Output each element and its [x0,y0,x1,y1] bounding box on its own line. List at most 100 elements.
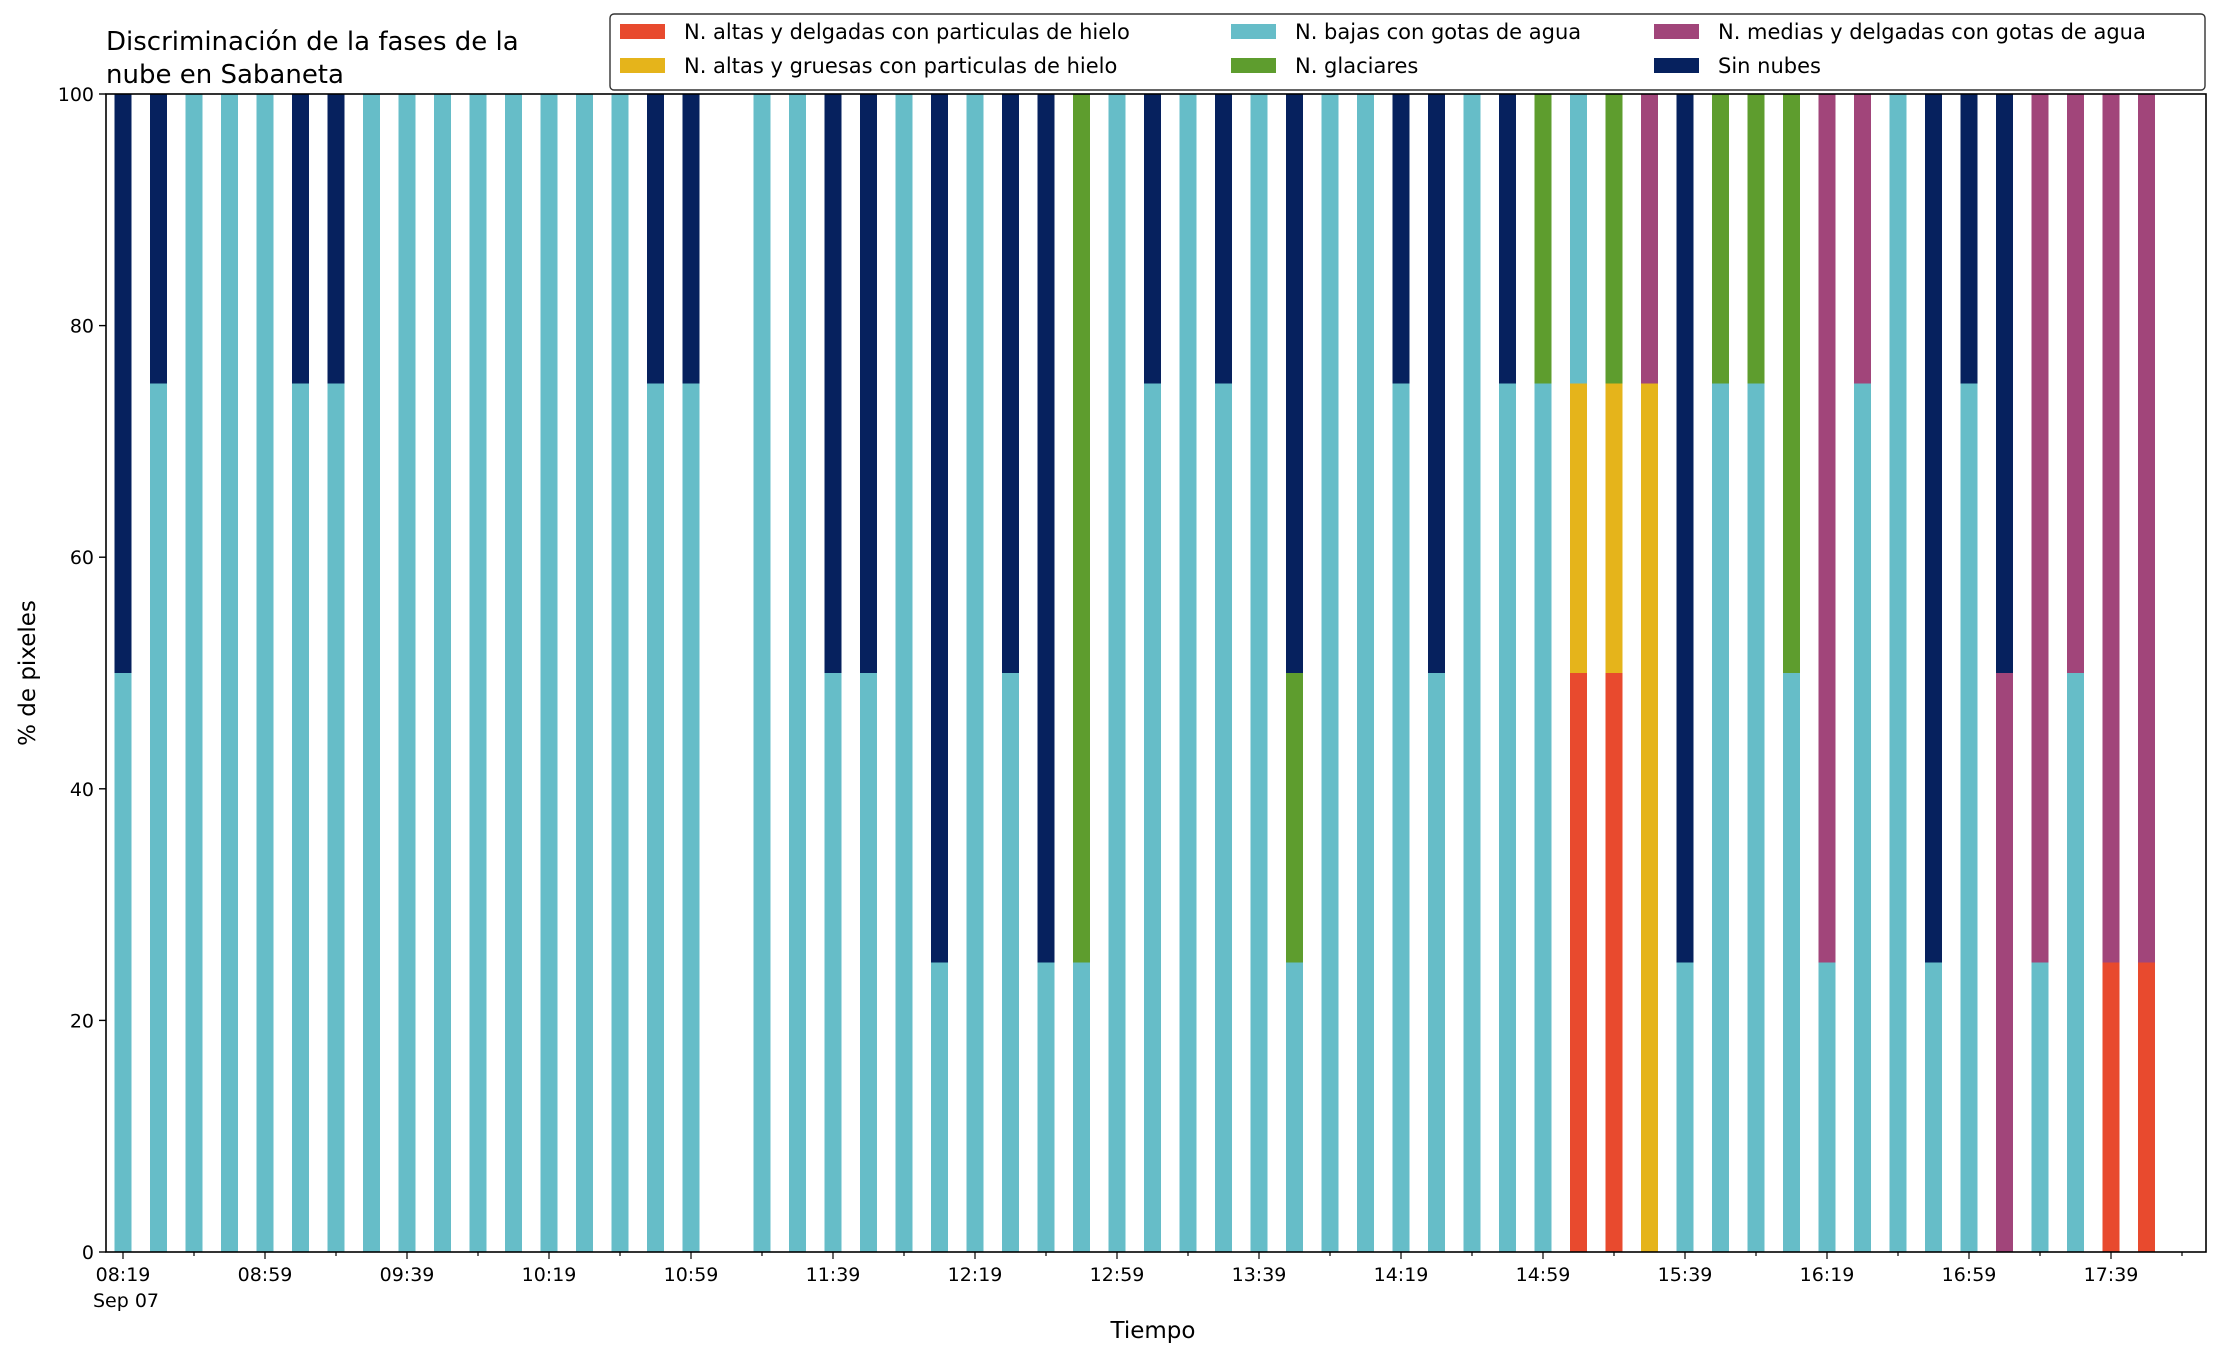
bar-segment-09:19-s2 [327,383,345,1252]
x-tick-label: 10:59 [664,1264,719,1286]
bar-segment-08:29-s5 [150,94,167,384]
y-tick-label: 20 [70,1010,94,1032]
x-tick-label: 13:39 [1232,1264,1287,1286]
bar-segment-17:29-s2 [2067,673,2084,1252]
x-tick-label: 15:39 [1658,1264,1713,1286]
bar-segment-08:59-s2 [256,94,274,1252]
bar-segment-08:39-s2 [185,94,203,1252]
bar-segment-13:49-s2 [1286,962,1303,1252]
bar-segment-16:29-s2 [1854,383,1871,1252]
bar-segment-15:09-s2 [1570,94,1587,384]
bar-segment-14:09-s2 [1357,94,1374,1252]
bar-segment-15:29-s4 [1641,94,1658,384]
legend-label: Sin nubes [1718,54,1821,78]
bar-segment-15:19-s1 [1605,383,1623,673]
bar-segment-13:49-s3 [1286,673,1303,963]
bar-segment-17:19-s2 [2031,962,2049,1252]
bar-segment-16:39-s2 [1889,94,1907,1252]
legend-swatch [1231,24,1276,39]
bar-segment-11:29-s2 [789,94,806,1252]
bar-segment-15:59-s2 [1747,383,1765,1252]
bar-segment-10:59-s5 [682,94,700,384]
bar-segment-16:59-s5 [1960,94,1978,384]
bar-segment-10:59-s2 [682,383,700,1252]
bar-segment-11:59-s2 [895,94,913,1252]
y-tick-label: 80 [70,316,94,338]
bar-segment-12:29-s2 [1002,673,1019,1252]
bar-segment-14:39-s2 [1463,94,1481,1252]
bar-segment-14:19-s2 [1392,383,1410,1252]
y-tick-label: 0 [82,1242,94,1264]
bar-segment-11:49-s2 [860,673,877,1252]
bar-segment-11:49-s5 [860,94,877,673]
bar-segment-16:19-s2 [1818,962,1836,1252]
bar-segment-16:29-s4 [1854,94,1871,384]
bar-segment-13:09-s2 [1144,383,1161,1252]
bar-segment-09:19-s5 [327,94,345,384]
bar-segment-08:19-s2 [114,673,132,1252]
bar-segment-17:29-s4 [2067,94,2084,673]
bars-layer [114,94,2155,1252]
legend-label: N. altas y delgadas con particulas de hi… [684,20,1130,44]
bar-segment-10:29-s2 [576,94,593,1252]
x-tick-label: 09:39 [380,1264,435,1286]
bar-segment-12:39-s2 [1037,962,1055,1252]
bar-segment-09:29-s2 [363,94,380,1252]
bar-segment-08:29-s2 [150,383,167,1252]
x-tick-label: 08:59 [238,1264,293,1286]
bar-segment-15:29-s1 [1641,383,1658,1252]
bar-segment-12:19-s2 [966,94,984,1252]
legend-label: N. glaciares [1295,54,1418,78]
plot-frame [105,93,2207,1253]
bar-segment-09:09-s5 [292,94,309,384]
x-tick-label: 16:19 [1800,1264,1855,1286]
legend-swatch [1654,58,1699,73]
bar-segment-10:49-s5 [647,94,664,384]
bar-segment-17:49-s0 [2138,962,2155,1252]
bar-segment-15:49-s3 [1712,94,1729,384]
y-axis-title: % de pixeles [15,600,41,746]
bar-segment-12:09-s2 [931,962,948,1252]
legend: N. altas y delgadas con particulas de hi… [609,13,2206,91]
x-axis: 08:19 08:59 09:39 10:19 10:59 11:39 12:19 12:59… [96,1252,2183,1286]
bar-segment-15:09-s1 [1570,383,1587,673]
bar-segment-15:49-s2 [1712,383,1729,1252]
bar-segment-16:19-s4 [1818,94,1836,963]
bar-segment-10:09-s2 [505,94,522,1252]
y-axis: 0 20 40 60 80 100 [58,84,106,1264]
y-tick-label: 40 [70,779,94,801]
bar-segment-16:59-s2 [1960,383,1978,1252]
bar-segment-16:49-s5 [1925,94,1942,963]
legend-label: N. bajas con gotas de agua [1295,20,1581,44]
x-tick-label: 17:39 [2084,1264,2139,1286]
bar-segment-12:59-s2 [1108,94,1126,1252]
legend-box [609,13,2206,91]
bar-segment-14:49-s5 [1499,94,1516,384]
bar-segment-09:49-s2 [434,94,451,1252]
bar-segment-13:29-s5 [1215,94,1232,384]
bar-segment-12:49-s3 [1073,94,1090,963]
bar-segment-13:39-s2 [1250,94,1268,1252]
x-tick-label: 16:59 [1942,1264,1997,1286]
bar-segment-14:29-s2 [1428,673,1445,1252]
bar-segment-13:29-s2 [1215,383,1232,1252]
bar-segment-14:29-s5 [1428,94,1445,673]
bar-segment-14:59-s3 [1534,94,1552,384]
y-tick-label: 60 [70,547,94,569]
legend-swatch [1654,24,1699,39]
x-tick-label: 14:19 [1374,1264,1429,1286]
bar-segment-17:19-s4 [2031,94,2049,963]
bar-segment-12:39-s5 [1037,94,1055,963]
bar-segment-09:09-s2 [292,383,309,1252]
bar-segment-14:49-s2 [1499,383,1516,1252]
bar-segment-08:49-s2 [221,94,238,1252]
bar-segment-13:59-s2 [1321,94,1339,1252]
x-tick-label: 08:19 [96,1264,151,1286]
bar-segment-12:49-s2 [1073,962,1090,1252]
bar-segment-14:19-s5 [1392,94,1410,384]
bar-segment-13:19-s2 [1179,94,1197,1252]
bar-segment-15:39-s5 [1676,94,1694,963]
legend-swatch [620,24,665,39]
x-tick-label: 10:19 [522,1264,577,1286]
